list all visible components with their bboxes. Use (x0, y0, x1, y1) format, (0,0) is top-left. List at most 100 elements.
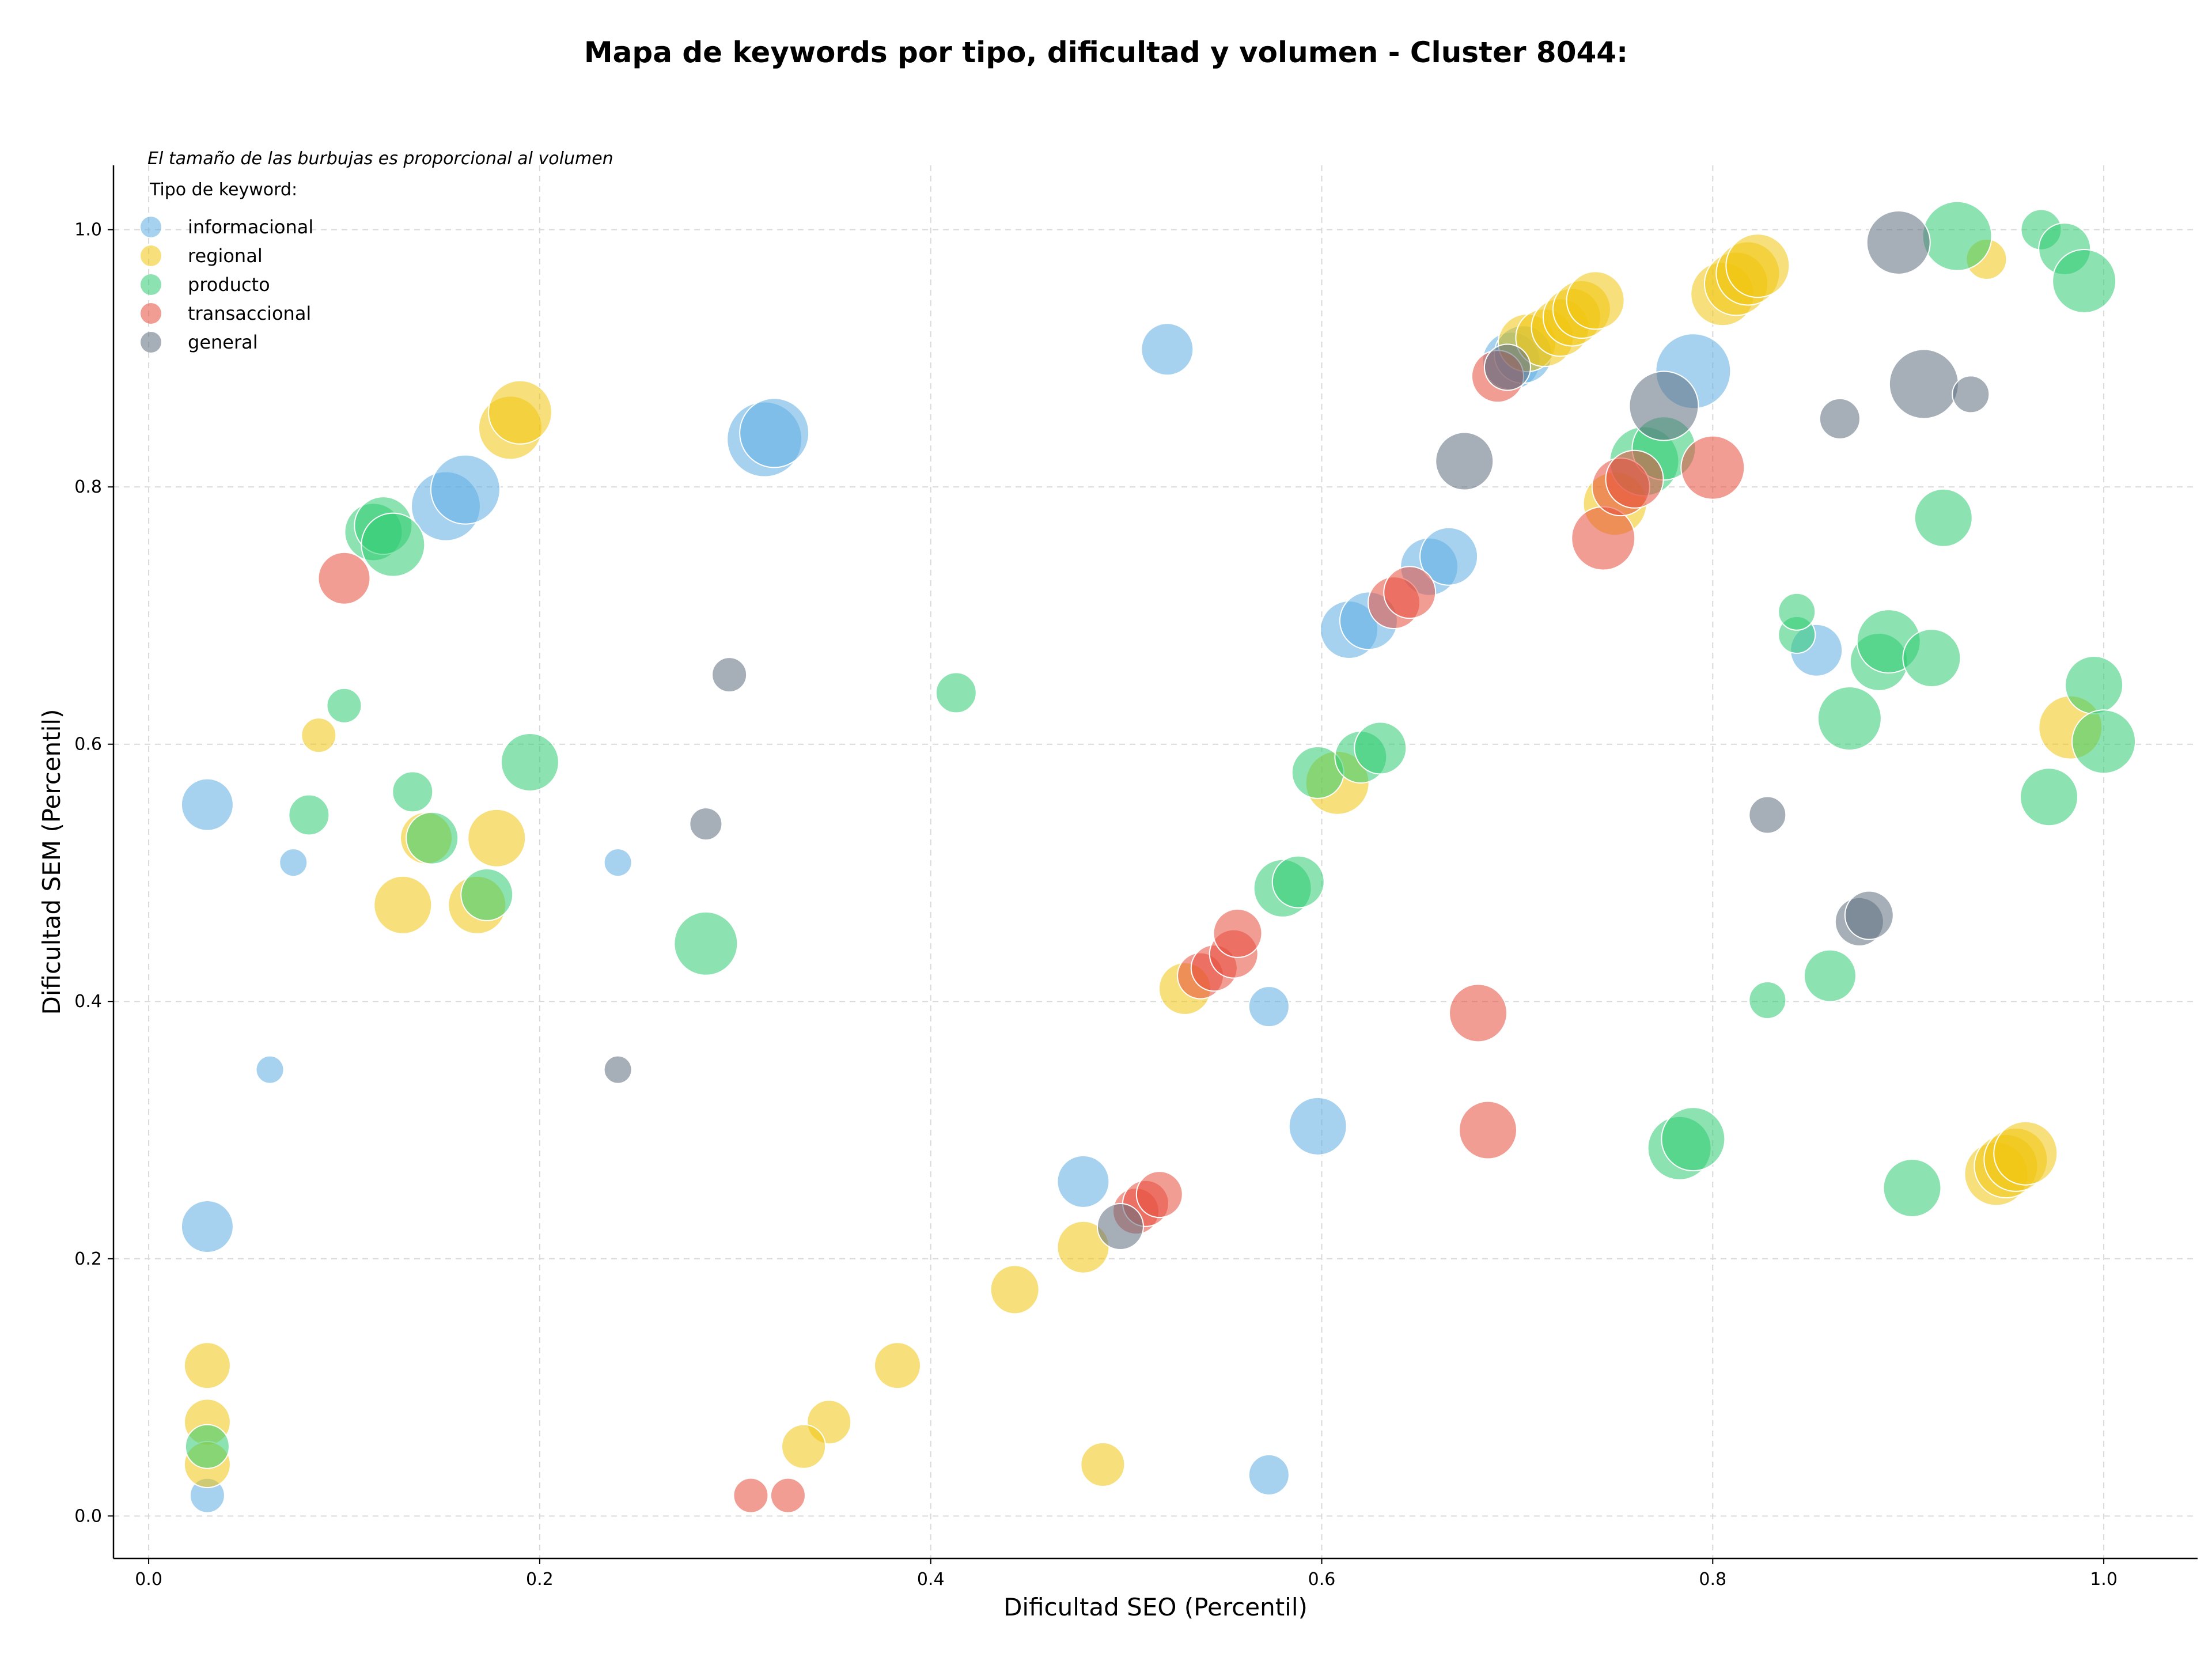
bubble-layer (180, 200, 2137, 1514)
bubble-transaccional-18 (1680, 435, 1745, 500)
bubble-producto-31 (1922, 200, 1993, 271)
legend-label: informacional (188, 216, 314, 238)
x-tick-label: 0.2 (526, 1569, 554, 1590)
legend-label: transaccional (188, 302, 312, 324)
legend-entry-regional: regional (138, 241, 313, 270)
bubble-transaccional-13 (1449, 983, 1508, 1043)
bubble-general-6 (1628, 370, 1699, 441)
bubble-regional-13 (990, 1265, 1040, 1315)
legend-swatch-producto (141, 274, 161, 295)
axes-layer (112, 165, 2198, 1560)
x-tick-label: 0.0 (135, 1569, 162, 1590)
bubble-transaccional-14 (1458, 1100, 1517, 1160)
bubble-transaccional-5 (1135, 1171, 1183, 1219)
bubble-producto-20 (1661, 1107, 1726, 1172)
bubble-regional-10 (873, 1342, 921, 1390)
bubble-general-10 (1844, 890, 1894, 940)
chart-title: Mapa de keywords por tipo, dificultad y … (584, 36, 1628, 69)
bubble-general-5 (1483, 343, 1531, 391)
bubble-transaccional-17 (1605, 449, 1664, 509)
bubble-producto-21 (1748, 981, 1787, 1020)
bubble-producto-16 (1271, 855, 1325, 909)
bubble-regional-23 (1566, 271, 1625, 330)
bubble-informacional-2 (255, 1055, 285, 1084)
bubble-transaccional-0 (317, 551, 371, 605)
tick-layer: 0.0 0.2 0.4 0.6 0.8 1.0 0.0 0.2 0.4 0.6 0.8 1.0 (74, 220, 2118, 1590)
bubble-informacional-1 (279, 848, 308, 877)
bubble-regional-0 (301, 717, 337, 754)
bubble-informacional-12 (1248, 986, 1290, 1028)
bubble-transaccional-15 (1571, 506, 1636, 571)
y-axis-label: Dificultad SEM (Percentil) (37, 709, 66, 1015)
bubble-producto-25 (1817, 686, 1882, 751)
legend-label: general (188, 331, 258, 353)
bubble-informacional-11 (1056, 1155, 1110, 1208)
x-tick-label: 0.8 (1699, 1569, 1726, 1590)
bubble-producto-36 (2065, 656, 2124, 715)
bubble-informacional-13 (1288, 1096, 1347, 1156)
legend-label: regional (188, 245, 263, 267)
y-tick-label: 0.6 (74, 735, 102, 755)
bubble-informacional-18 (1419, 527, 1479, 586)
bubble-producto-7 (406, 811, 459, 865)
bubble-informacional-3 (180, 1200, 234, 1253)
bubble-producto-5 (361, 512, 426, 577)
bubble-producto-28 (1902, 629, 1961, 688)
legend-label: producto (188, 274, 270, 296)
y-tick-label: 0.4 (74, 992, 102, 1012)
bubble-informacional-6 (430, 454, 501, 525)
legend-entry-general: general (138, 328, 313, 357)
bubble-general-2 (711, 657, 748, 693)
bubble-producto-29 (1883, 1158, 1942, 1217)
bubble-regional-1 (183, 1342, 231, 1390)
y-tick-label: 0.0 (74, 1506, 102, 1526)
bubble-size-note: El tamaño de las burbujas es proporciona… (147, 149, 613, 169)
bubble-producto-23 (1778, 592, 1816, 631)
bubble-producto-30 (1914, 488, 1973, 547)
legend-swatch-informacional (141, 217, 161, 237)
bubble-transaccional-11 (1383, 566, 1437, 619)
x-tick-label: 0.4 (917, 1569, 945, 1590)
bubble-producto-35 (2020, 767, 2079, 827)
bubble-general-11 (1866, 210, 1931, 275)
bubble-general-0 (603, 1055, 632, 1084)
bubble-general-12 (1888, 349, 1959, 419)
bubble-producto-8 (460, 868, 514, 921)
y-tick-label: 0.8 (74, 477, 102, 497)
y-tick-label: 0.2 (74, 1249, 102, 1269)
bubble-regional-15 (1080, 1442, 1126, 1488)
bubble-producto-11 (935, 672, 977, 714)
bubble-regional-8 (487, 380, 552, 445)
bubble-informacional-10 (1141, 323, 1194, 376)
bubble-regional-4 (373, 875, 433, 934)
bubble-general-3 (1096, 1202, 1144, 1250)
x-tick-label: 1.0 (2090, 1569, 2118, 1590)
bubble-informacional-8 (739, 398, 810, 468)
legend-entry-informacional: informacional (138, 213, 313, 241)
bubble-producto-14 (1354, 721, 1407, 775)
bubble-informacional-14 (1248, 1454, 1290, 1496)
bubble-general-4 (1435, 432, 1494, 491)
bubble-producto-0 (326, 687, 362, 724)
bubble-producto-10 (673, 911, 738, 976)
bubble-general-7 (1748, 796, 1787, 834)
bubble-regional-34 (1993, 1121, 2058, 1186)
bubble-informacional-9 (603, 848, 632, 877)
bubble-general-13 (1952, 375, 1990, 414)
x-tick-label: 0.6 (1308, 1569, 1336, 1590)
bubble-informacional-0 (180, 778, 234, 831)
legend-title: Tipo de keyword: (150, 180, 298, 200)
bubble-producto-2 (184, 1424, 230, 1469)
bubble-regional-28 (1725, 233, 1790, 298)
bubble-general-8 (1819, 398, 1861, 440)
legend: Tipo de keyword: informacional regional … (138, 180, 313, 357)
bubble-regional-6 (467, 808, 527, 868)
bubble-producto-6 (392, 771, 434, 813)
bubble-producto-37 (2071, 709, 2137, 774)
bubble-transaccional-1 (733, 1477, 769, 1514)
y-tick-label: 1.0 (74, 220, 102, 240)
bubble-general-1 (689, 807, 723, 841)
legend-swatch-general (141, 332, 161, 353)
bubble-producto-24 (1803, 949, 1857, 1002)
